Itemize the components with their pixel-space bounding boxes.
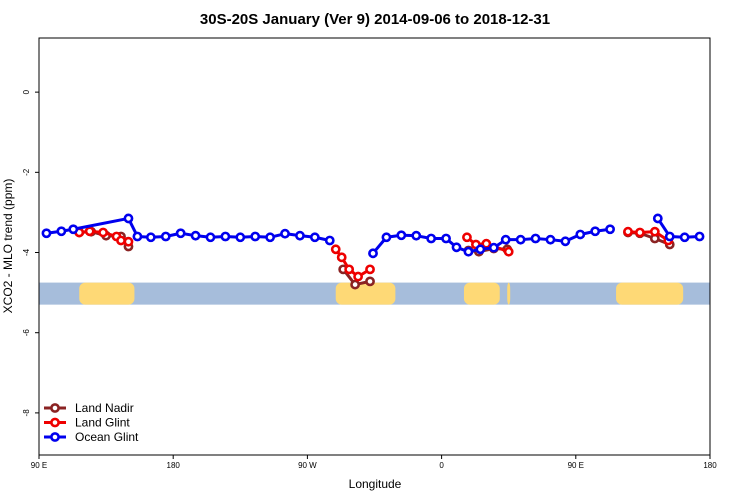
data-point — [451, 242, 462, 253]
data-point — [635, 227, 645, 238]
data-point — [132, 231, 143, 242]
land-segment — [616, 282, 684, 305]
data-point — [488, 242, 499, 253]
data-point — [265, 232, 276, 243]
data-point — [649, 226, 660, 237]
x-axis: 90 E 180 90 W 0 90 E 180 — [31, 455, 717, 470]
data-point — [441, 233, 451, 244]
data-point — [411, 230, 422, 241]
data-point — [353, 271, 363, 282]
x-tick-label: 90 E — [568, 461, 584, 470]
y-axis: 0 -2 -4 -6 -8 — [22, 89, 39, 416]
y-axis-label: XCO2 - MLO trend (ppm) — [1, 179, 15, 314]
data-point — [652, 213, 663, 224]
data-point — [123, 236, 134, 247]
data-point — [623, 226, 633, 237]
series-layer — [41, 213, 705, 290]
x-tick-label: 90 E — [31, 461, 47, 470]
data-point — [280, 228, 290, 239]
legend-item-ocean-glint: Ocean Glint — [44, 430, 139, 444]
data-point — [160, 231, 171, 242]
data-point — [330, 244, 341, 255]
data-point — [368, 248, 378, 259]
data-point — [590, 226, 601, 237]
data-point — [545, 234, 556, 245]
x-tick-label: 90 W — [298, 461, 317, 470]
legend-swatch-marker — [50, 417, 60, 428]
data-point — [350, 279, 361, 290]
legend-swatch-marker — [50, 403, 60, 413]
data-point — [365, 264, 375, 275]
data-point — [605, 224, 615, 235]
data-point — [515, 234, 526, 245]
data-point — [530, 233, 541, 244]
data-point — [220, 231, 231, 242]
data-point — [475, 244, 486, 255]
land-ocean-band — [39, 282, 710, 305]
data-point — [250, 231, 261, 242]
data-point — [235, 232, 246, 243]
data-point — [98, 227, 109, 238]
data-point — [503, 246, 514, 257]
data-point — [41, 228, 52, 239]
data-point — [694, 231, 705, 242]
legend-swatch-marker — [50, 432, 60, 442]
legend-label: Land Nadir — [75, 401, 134, 415]
data-point — [324, 235, 335, 246]
data-point — [205, 232, 216, 243]
x-tick-label: 0 — [439, 461, 444, 470]
data-point — [116, 235, 126, 246]
legend-item-land-nadir: Land Nadir — [44, 401, 134, 415]
y-tick-label: -6 — [22, 329, 31, 337]
data-point — [123, 213, 134, 224]
data-point — [560, 236, 571, 247]
data-point — [145, 232, 156, 243]
land-segment — [463, 282, 500, 305]
series-ocean-glint — [41, 213, 705, 259]
data-point — [381, 232, 392, 243]
land-segment — [79, 282, 135, 305]
x-tick-label: 180 — [703, 461, 717, 470]
data-point — [336, 252, 347, 263]
series-line — [627, 230, 670, 242]
chart-title: 30S-20S January (Ver 9) 2014-09-06 to 20… — [200, 11, 550, 28]
x-tick-label: 180 — [167, 461, 181, 470]
data-point — [500, 234, 511, 245]
plot-frame — [38, 37, 711, 456]
data-point — [175, 228, 186, 239]
data-point — [309, 232, 320, 243]
land-segment — [507, 282, 511, 305]
data-point — [295, 230, 305, 241]
data-point — [426, 233, 437, 244]
legend-label: Ocean Glint — [75, 430, 139, 444]
data-point — [463, 246, 474, 257]
data-point — [68, 224, 79, 235]
data-point — [462, 232, 472, 243]
data-point — [344, 264, 355, 275]
data-point — [679, 232, 690, 243]
land-segment — [335, 282, 396, 305]
series-line — [656, 217, 700, 239]
legend-label: Land Glint — [75, 416, 130, 430]
y-tick-label: -8 — [22, 409, 31, 417]
data-point — [365, 276, 375, 287]
data-point — [664, 231, 675, 242]
y-tick-label: -4 — [22, 248, 31, 256]
data-point — [575, 229, 586, 240]
data-point — [190, 230, 201, 241]
data-point — [84, 226, 95, 237]
x-axis-label: Longitude — [349, 477, 402, 491]
legend-item-land-glint: Land Glint — [44, 416, 130, 430]
y-tick-label: -2 — [22, 168, 31, 176]
data-point — [56, 226, 67, 237]
data-point — [396, 230, 407, 241]
y-tick-label: 0 — [22, 89, 31, 94]
